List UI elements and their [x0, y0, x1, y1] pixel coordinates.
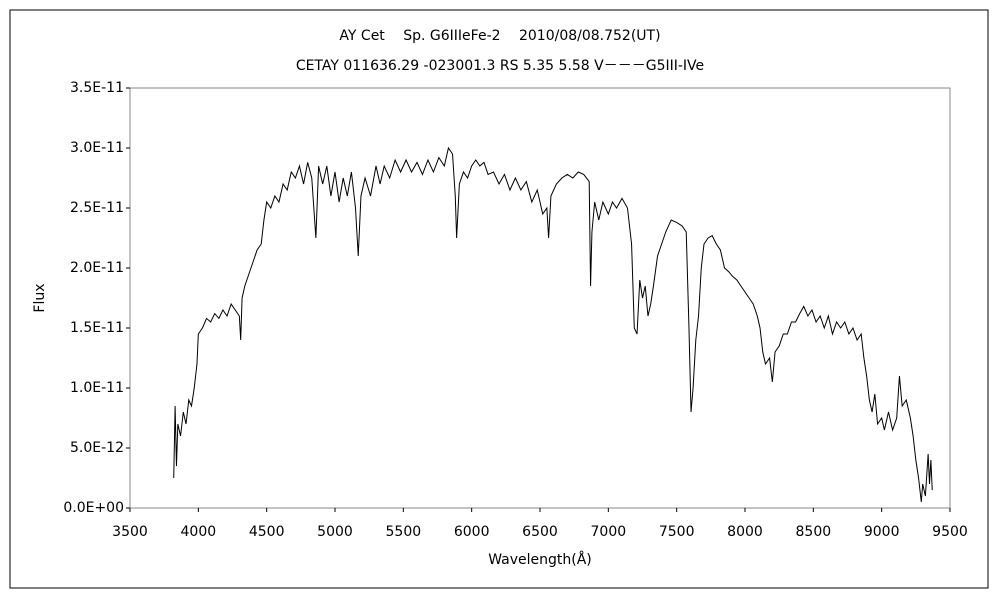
y-tick-label: 3.5E-11 — [70, 80, 124, 96]
x-tick-label: 7000 — [591, 524, 627, 540]
y-tick-label: 1.5E-11 — [70, 320, 124, 336]
x-tick-label: 4500 — [249, 524, 285, 540]
chart-title: AY Cet Sp. G6IIIeFe-2 2010/08/08.752(UT) — [339, 28, 660, 44]
y-tick-label: 3.0E-11 — [70, 140, 124, 156]
x-tick-label: 8500 — [796, 524, 832, 540]
y-tick-label: 2.0E-11 — [70, 260, 124, 276]
x-tick-label: 3500 — [112, 524, 148, 540]
chart-subtitle: CETAY 011636.29 -023001.3 RS 5.35 5.58 V… — [296, 58, 704, 74]
x-tick-label: 5000 — [317, 524, 353, 540]
y-axis-label: Flux — [32, 283, 48, 312]
x-tick-label: 7500 — [659, 524, 695, 540]
y-tick-label: 2.5E-11 — [70, 200, 124, 216]
x-tick-label: 9000 — [864, 524, 900, 540]
x-tick-label: 8000 — [727, 524, 763, 540]
x-tick-label: 9500 — [932, 524, 968, 540]
outer-frame — [9, 9, 989, 589]
y-tick-label: 0.0E+00 — [63, 500, 124, 516]
y-tick-label: 1.0E-11 — [70, 380, 124, 396]
x-tick-label: 6500 — [522, 524, 558, 540]
x-axis-label: Wavelength(Å) — [488, 551, 592, 568]
spectrum-line — [173, 146, 933, 503]
x-tick-label: 5500 — [386, 524, 422, 540]
y-tick-label: 5.0E-12 — [70, 440, 124, 456]
x-tick-label: 4000 — [181, 524, 217, 540]
x-tick-label: 6000 — [454, 524, 490, 540]
